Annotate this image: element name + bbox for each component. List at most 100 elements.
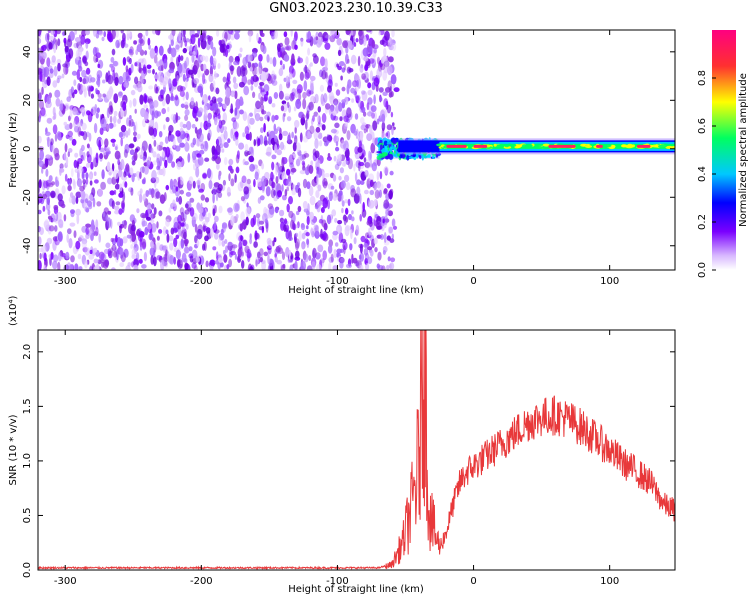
heatmap-cell [133, 151, 138, 161]
heatmap-cell [341, 207, 344, 214]
heatmap-cell [212, 186, 217, 194]
spectrogram-x-ticks: -300 -200 -100 0 100 [54, 30, 619, 287]
heatmap-cell [59, 168, 65, 173]
heatmap-cell [150, 255, 154, 265]
heatmap-cell [386, 142, 392, 145]
heatmap-cell [231, 117, 237, 122]
heatmap-cell [357, 146, 363, 153]
heatmap-cell [74, 30, 77, 35]
heatmap-cell [388, 190, 393, 200]
heatmap-cell [305, 232, 310, 237]
heatmap-cell [349, 243, 353, 251]
heatmap-cell [227, 192, 232, 197]
heatmap-cell [145, 190, 149, 197]
heatmap-cell [130, 187, 134, 196]
colorbar-tick-label: 0.0 [697, 262, 708, 278]
heatmap-cell [133, 173, 137, 177]
heatmap-cell [211, 96, 217, 104]
heatmap-cell [85, 227, 90, 235]
heatmap-cell [134, 108, 137, 114]
heatmap-cell [369, 70, 373, 81]
heatmap-cell [85, 223, 91, 228]
heatmap-cell [77, 158, 83, 165]
heatmap-cell [389, 146, 393, 153]
heatmap-cell [129, 115, 132, 120]
heatmap-cell [212, 102, 218, 111]
heatmap-cell [127, 262, 132, 267]
heatmap-cell [189, 197, 195, 203]
heatmap-cell [341, 200, 345, 207]
heatmap-cell [320, 207, 325, 213]
heatmap-cell [247, 30, 254, 37]
heatmap-cell [165, 93, 171, 105]
heatmap-cell [215, 87, 220, 95]
heatmap-cell [310, 95, 316, 103]
snr-x-label: Height of straight line (km) [288, 584, 424, 595]
heatmap-cell [171, 30, 176, 37]
heatmap-cell [446, 144, 467, 148]
heatmap-cell [341, 139, 345, 145]
heatmap-cell [110, 237, 114, 243]
heatmap-cell [603, 144, 612, 148]
heatmap-cell [271, 181, 276, 189]
heatmap-cell [289, 162, 294, 168]
heatmap-cell [170, 47, 177, 58]
heatmap-cell [233, 122, 239, 130]
heatmap-cell [236, 150, 240, 160]
heatmap-cell [168, 34, 174, 40]
heatmap-cell [341, 67, 346, 73]
heatmap-cell [115, 30, 119, 38]
heatmap-cell [125, 65, 129, 73]
heatmap-cell [144, 50, 148, 56]
heatmap-cell [542, 143, 550, 147]
heatmap-cell [541, 145, 551, 149]
heatmap-cell [81, 122, 87, 131]
heatmap-cell [388, 153, 394, 160]
heatmap-cell [254, 232, 260, 240]
heatmap-cell [246, 124, 251, 131]
heatmap-cell [108, 122, 114, 129]
heatmap-cell [378, 148, 381, 152]
heatmap-cell [48, 225, 55, 232]
heatmap-cell [347, 58, 350, 64]
heatmap-cell [235, 214, 239, 219]
heatmap-cell [45, 197, 50, 205]
heatmap-cell [321, 219, 327, 228]
heatmap-cell [373, 182, 378, 192]
heatmap-cell [247, 79, 252, 85]
heatmap-cell [391, 147, 396, 150]
heatmap-cell [150, 147, 154, 154]
heatmap-cell [242, 239, 247, 247]
heatmap-cell [250, 217, 255, 228]
heatmap-cell [97, 63, 101, 69]
heatmap-cell [109, 63, 114, 68]
heatmap-cell [244, 143, 249, 153]
heatmap-cell [85, 30, 90, 36]
heatmap-cell [378, 87, 384, 93]
heatmap-cell [38, 88, 41, 98]
heatmap-cell [239, 109, 244, 115]
heatmap-cell [273, 92, 279, 99]
heatmap-cell [291, 131, 294, 139]
heatmap-cell [379, 144, 383, 150]
heatmap-cell [316, 167, 323, 178]
heatmap-cell [99, 127, 104, 135]
heatmap-cell [122, 57, 127, 66]
heatmap-cell [382, 91, 388, 97]
heatmap-cell [165, 218, 170, 227]
heatmap-cell [158, 45, 164, 56]
heatmap-cell [75, 240, 81, 250]
heatmap-cell [119, 247, 124, 256]
heatmap-cell [271, 115, 276, 122]
heatmap-cell [119, 183, 123, 192]
heatmap-cell [355, 224, 360, 236]
heatmap-cell [182, 47, 187, 54]
heatmap-cell [64, 173, 68, 182]
heatmap-cell [118, 169, 123, 178]
heatmap-cell [469, 144, 474, 148]
heatmap-cell [153, 207, 157, 215]
heatmap-cell [304, 64, 308, 74]
heatmap-cell [342, 161, 346, 167]
heatmap-cell [93, 247, 98, 253]
heatmap-cell [621, 144, 626, 148]
